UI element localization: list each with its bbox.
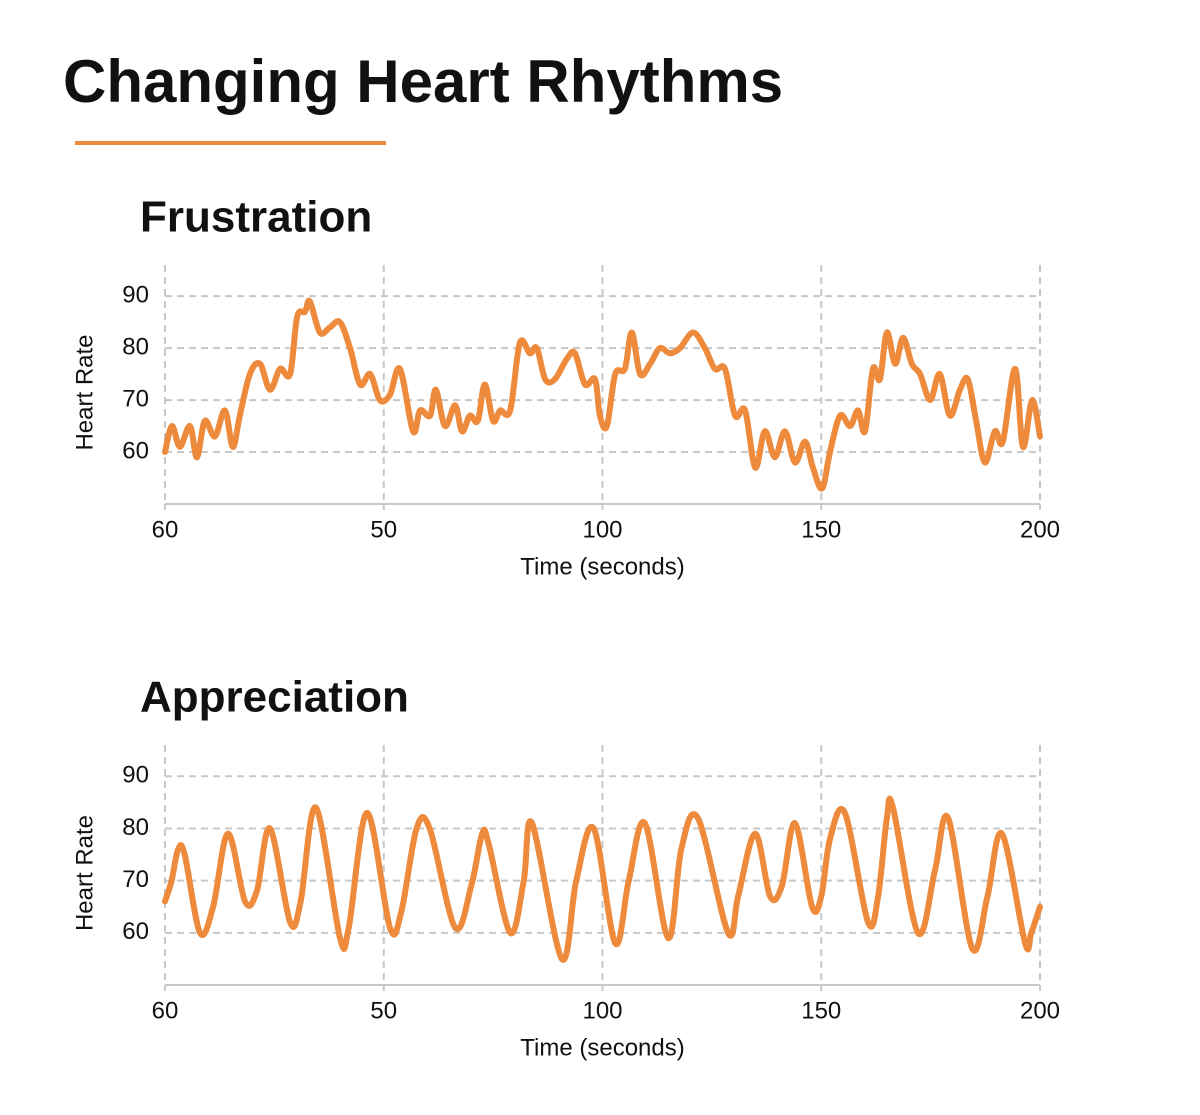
page-title: Changing Heart Rhythms xyxy=(63,48,783,115)
x-tick-label: 200 xyxy=(1020,516,1060,543)
title-underline xyxy=(75,141,386,145)
x-tick-label: 100 xyxy=(582,516,622,543)
x-tick-label: 200 xyxy=(1020,997,1060,1024)
x-tick-label: 60 xyxy=(152,516,179,543)
x-tick-label: 50 xyxy=(370,997,397,1024)
y-tick-label: 80 xyxy=(122,333,149,360)
x-tick-label: 60 xyxy=(152,997,179,1024)
heart-rate-line xyxy=(162,297,1043,492)
heart-rate-line xyxy=(162,795,1043,963)
x-tick-label: 50 xyxy=(370,516,397,543)
chart-title: Appreciation xyxy=(140,673,409,722)
y-tick-label: 70 xyxy=(122,866,149,893)
x-tick-label: 150 xyxy=(801,997,841,1024)
y-tick-label: 90 xyxy=(122,282,149,309)
x-tick-label: 150 xyxy=(801,516,841,543)
x-axis-label: Time (seconds) xyxy=(520,553,684,580)
chart-title: Frustration xyxy=(140,193,372,242)
y-tick-label: 80 xyxy=(122,814,149,841)
y-axis-label: Heart Rate xyxy=(71,815,98,931)
y-tick-label: 90 xyxy=(122,762,149,789)
x-axis-label: Time (seconds) xyxy=(520,1034,684,1061)
y-tick-label: 60 xyxy=(122,437,149,464)
y-tick-label: 70 xyxy=(122,385,149,412)
y-axis-label: Heart Rate xyxy=(71,334,98,450)
y-tick-label: 60 xyxy=(122,918,149,945)
x-tick-label: 100 xyxy=(582,997,622,1024)
